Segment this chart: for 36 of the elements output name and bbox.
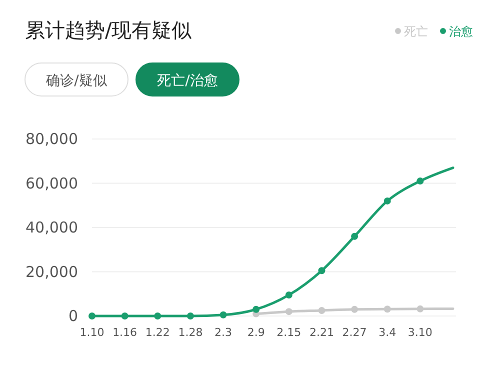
- point: [318, 306, 326, 314]
- point: [351, 232, 358, 240]
- y-tick-label: 60,000: [26, 174, 78, 192]
- point: [252, 306, 260, 313]
- point: [318, 267, 326, 274]
- point: [285, 291, 292, 298]
- x-tick-label: 1.22: [145, 326, 170, 339]
- x-tick-label: 2.9: [247, 326, 265, 339]
- x-tick-label: 2.15: [276, 326, 302, 339]
- x-tick-label: 2.3: [214, 326, 232, 339]
- chart-title: 累计趋势/现有疑似: [25, 18, 192, 42]
- point: [384, 197, 391, 204]
- y-tick-label: 40,000: [26, 218, 78, 236]
- point: [220, 311, 227, 318]
- point: [88, 312, 96, 320]
- point: [285, 308, 292, 316]
- y-tick-label: 0: [68, 307, 78, 325]
- point: [121, 312, 128, 320]
- x-tick-label: 2.27: [342, 326, 367, 339]
- x-tick-label: 3.4: [378, 326, 396, 339]
- x-tick-label: 1.28: [178, 326, 203, 339]
- point: [416, 178, 424, 185]
- x-tick-label: 1.10: [80, 326, 104, 339]
- x-tick-label: 3.10: [408, 326, 432, 339]
- point: [416, 305, 424, 312]
- y-tick-label: 20,000: [26, 262, 78, 281]
- point: [154, 312, 162, 320]
- point: [186, 312, 194, 320]
- point: [351, 306, 358, 313]
- x-tick-label: 1.16: [112, 326, 138, 339]
- x-tick-label: 2.21: [309, 326, 334, 339]
- point: [384, 306, 391, 313]
- toggle-button: 确诊/疑似: [24, 62, 128, 96]
- y-tick-label: 80,000: [26, 130, 78, 148]
- toggle-button: 死亡/治愈: [136, 62, 240, 96]
- legend-label: 治愈: [449, 24, 473, 38]
